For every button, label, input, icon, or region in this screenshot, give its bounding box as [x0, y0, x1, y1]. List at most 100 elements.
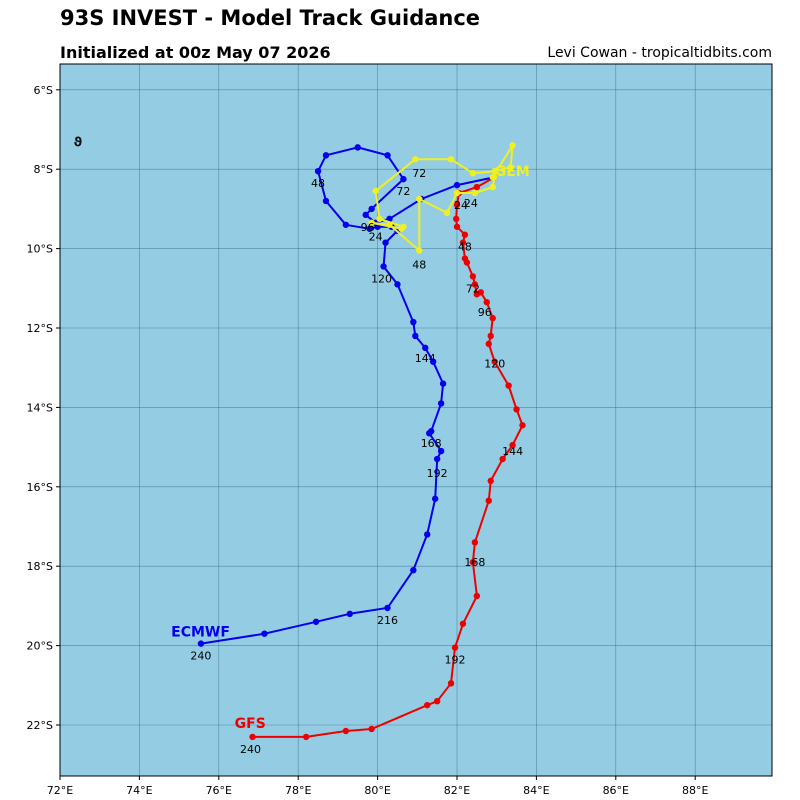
gem-hour-label: 24 [464, 197, 478, 210]
x-tick-label: 80°E [364, 784, 390, 797]
ecmwf-track-point [368, 205, 375, 213]
gfs-track-point [513, 406, 520, 413]
gem-track-point [489, 173, 496, 181]
gfs-track-point [469, 559, 477, 566]
gem-track-point [491, 167, 498, 175]
gfs-track-point [368, 725, 375, 733]
ecmwf-track-point [197, 640, 205, 647]
gfs-track-point [453, 223, 461, 230]
ecmwf-track-point [312, 618, 320, 625]
gfs-track-point [433, 697, 441, 705]
y-tick-label: 16°S [27, 481, 53, 494]
ecmwf-hour-label: 240 [190, 650, 211, 663]
gem-track-point [412, 156, 419, 163]
gem-track-point [489, 183, 496, 191]
gem-track-point [471, 189, 479, 197]
y-tick-label: 8°S [34, 163, 53, 176]
gfs-hour-label: 168 [464, 556, 485, 569]
gfs-hour-label: 96 [478, 306, 492, 319]
ecmwf-hour-label: 192 [427, 467, 448, 480]
ecmwf-hour-label: 168 [421, 437, 442, 450]
ocean-background [60, 64, 772, 776]
ecmwf-track-point [261, 630, 268, 637]
x-tick-label: 78°E [285, 784, 311, 797]
ecmwf-track-point [437, 400, 445, 407]
ecmwf-track-point [439, 380, 447, 387]
gfs-track-point [447, 680, 455, 687]
gfs-track-point [302, 733, 310, 741]
ecmwf-track-point [437, 447, 445, 455]
gfs-track-point [342, 727, 350, 735]
ecmwf-hour-label: 48 [311, 177, 325, 190]
gem-track-point [507, 164, 514, 171]
gem-track-point [372, 187, 379, 195]
ecmwf-track-point [314, 167, 322, 175]
ecmwf-track-point [384, 604, 391, 612]
gfs-track-point [491, 358, 498, 365]
gfs-model-label: GFS [235, 716, 266, 732]
ecmwf-track-point [433, 455, 441, 463]
credit-text: Levi Cowan - tropicaltidbits.com [547, 45, 772, 61]
x-tick-label: 74°E [126, 784, 152, 797]
gfs-track-point [469, 273, 477, 280]
ecmwf-track-point [342, 221, 350, 228]
gfs-track-point [485, 497, 492, 504]
gfs-track-point [424, 701, 431, 709]
page-title: 93S INVEST - Model Track Guidance [60, 6, 481, 30]
ecmwf-track-point [394, 281, 401, 288]
gfs-track-point [505, 382, 512, 389]
x-tick-label: 76°E [206, 784, 232, 797]
gfs-hour-label: 48 [458, 241, 472, 254]
ecmwf-track-point [362, 211, 369, 219]
gem-track-point [400, 223, 407, 230]
x-tick-label: 84°E [523, 784, 549, 797]
init-time-subtitle: Initialized at 00z May 07 2026 [60, 43, 331, 62]
ecmwf-track-point [424, 531, 431, 538]
y-tick-label: 22°S [27, 719, 53, 732]
ecmwf-track-point [422, 344, 429, 352]
gfs-track-point [453, 215, 460, 223]
x-tick-label: 72°E [47, 784, 73, 797]
ecmwf-track-point [380, 263, 387, 270]
gfs-track-point [519, 422, 526, 429]
ecmwf-track-point [431, 495, 439, 502]
ecmwf-track-point [346, 610, 354, 618]
y-tick-label: 14°S [27, 401, 53, 414]
gem-track-point [469, 169, 477, 177]
gem-track [368, 142, 516, 254]
x-tick-label: 82°E [444, 784, 470, 797]
gfs-track-point [477, 289, 485, 296]
gfs-track-point [451, 644, 459, 651]
ecmwf-track-point [410, 318, 417, 326]
gfs-track-point [487, 332, 494, 340]
gem-track-point [416, 247, 423, 254]
ecmwf-hour-label: 144 [415, 352, 436, 365]
gfs-track-point [499, 455, 506, 463]
gem-track-point [376, 215, 383, 223]
ecmwf-track-point [322, 197, 330, 205]
gfs-hour-label: 24 [454, 199, 468, 212]
ecmwf-hour-label: 216 [377, 614, 398, 627]
storm-symbol-icon: ϑ [74, 135, 83, 150]
gem-track-point [386, 221, 393, 228]
gfs-track-point [249, 733, 256, 741]
ecmwf-track-point [400, 175, 407, 183]
track-labels: 24 48 72 96 120 144 168 192 240 GFS 24 48 72 96 120 144… [74, 135, 530, 755]
gem-track-point [416, 195, 423, 203]
gfs-track-point [487, 477, 494, 485]
ecmwf-hour-label: 72 [396, 185, 410, 198]
ecmwf-track-point [429, 358, 437, 365]
map-frame [59, 63, 773, 777]
gfs-track-point [489, 314, 496, 322]
ecmwf-model-label: ECMWF [171, 625, 230, 641]
x-tick-label: 86°E [603, 784, 629, 797]
gem-model-label: GEM [495, 164, 530, 180]
gem-track-point [509, 142, 516, 149]
gfs-track [249, 173, 526, 741]
ecmwf-track-point [382, 239, 389, 246]
gem-track-point [447, 156, 455, 163]
gfs-track-point [461, 231, 469, 238]
gfs-hour-label: 192 [445, 654, 466, 667]
gfs-track-point [453, 201, 461, 209]
